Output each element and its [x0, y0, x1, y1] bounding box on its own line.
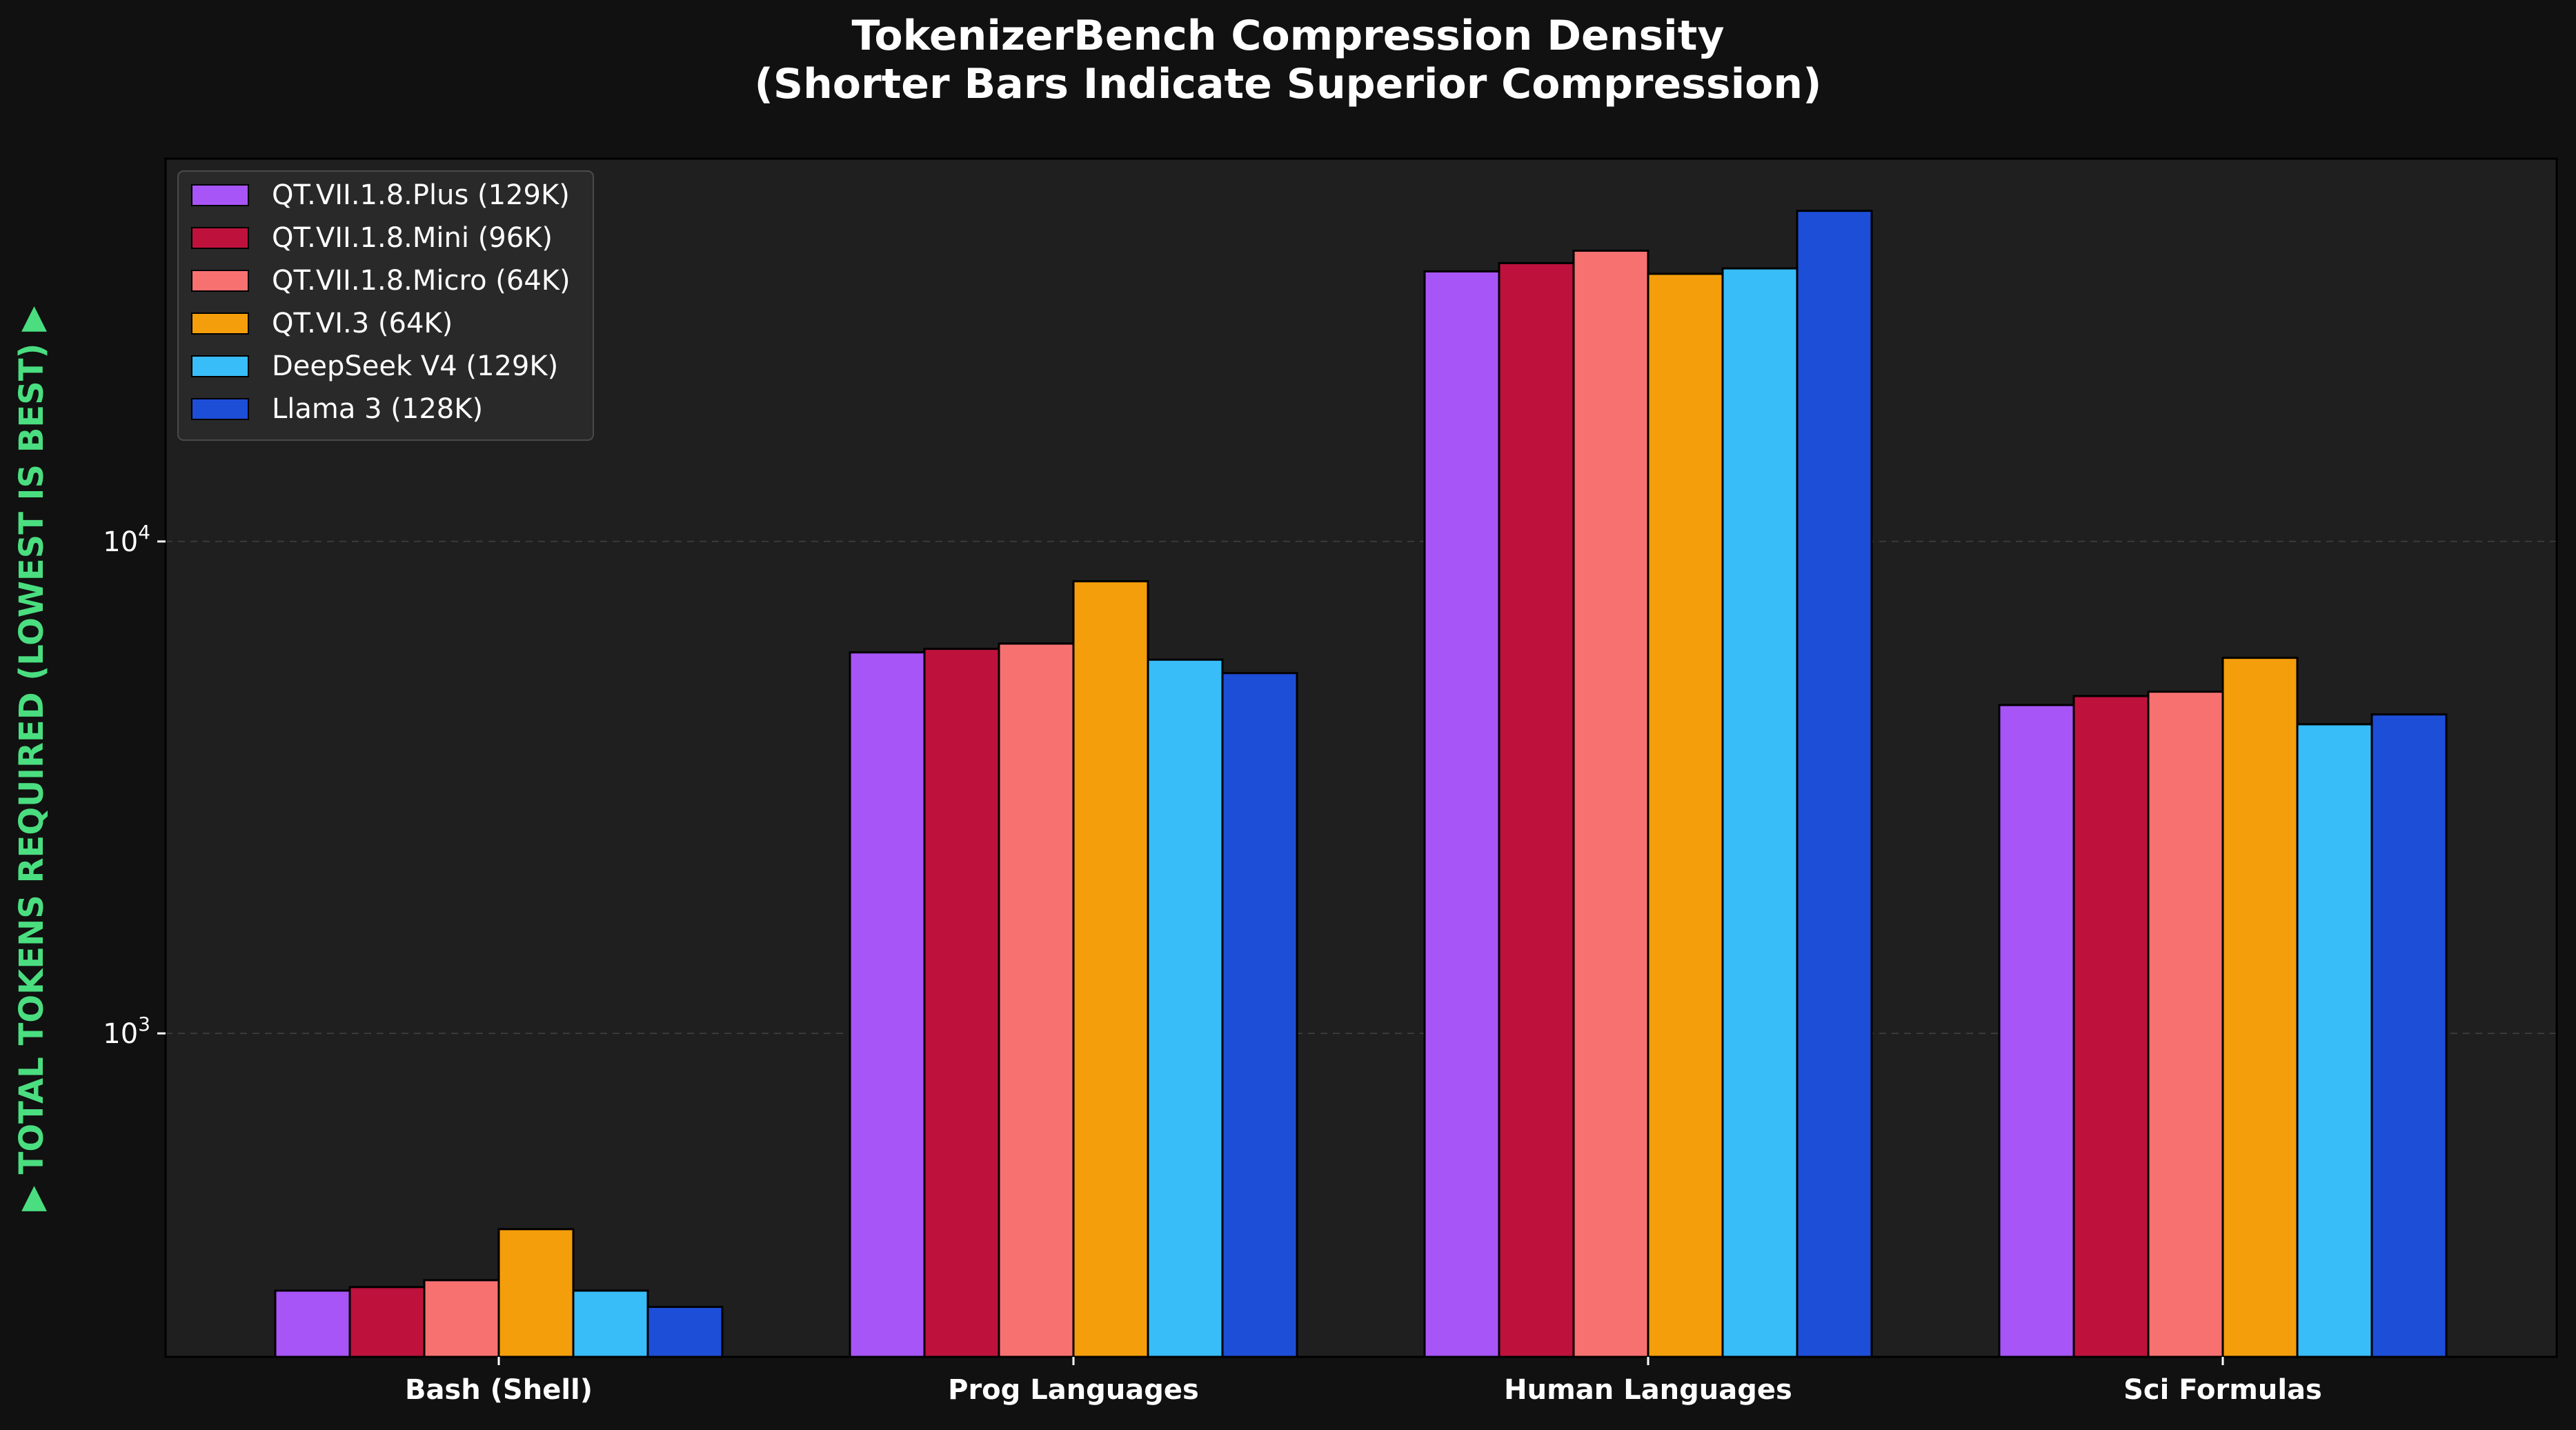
- bar: [348, 1286, 426, 1358]
- legend-label: QT.VI.3 (64K): [272, 308, 453, 339]
- legend-swatch: [191, 355, 249, 377]
- legend: QT.VII.1.8.Plus (129K) QT.VII.1.8.Mini (9…: [177, 170, 594, 441]
- y-tick-exponent: 3: [138, 1013, 150, 1035]
- legend-label: QT.VII.1.8.Mini (96K): [272, 222, 553, 254]
- legend-label: DeepSeek V4 (129K): [272, 350, 558, 382]
- bar: [1072, 580, 1149, 1358]
- bar: [1721, 267, 1799, 1358]
- bar: [923, 648, 1000, 1358]
- y-tick-exponent: 4: [138, 521, 150, 544]
- legend-box: [177, 170, 594, 441]
- bar: [2221, 657, 2299, 1358]
- bar: [1647, 272, 1724, 1358]
- legend-swatch: [191, 184, 249, 206]
- chart-title: TokenizerBench Compression Density: [851, 12, 1724, 60]
- bar: [1998, 704, 2075, 1358]
- y-tick-base: 10: [103, 1018, 138, 1050]
- bar: [274, 1289, 351, 1358]
- x-tick-label: Human Languages: [1504, 1374, 1792, 1406]
- bar: [572, 1289, 649, 1358]
- legend-swatch: [191, 227, 249, 249]
- x-tick-label: Bash (Shell): [405, 1374, 593, 1406]
- bar: [1423, 270, 1500, 1358]
- chart-subtitle: (Shorter Bars Indicate Superior Compress…: [754, 60, 1821, 108]
- bar: [2370, 713, 2448, 1358]
- y-tick-label: 103: [103, 1013, 150, 1050]
- bar: [1796, 210, 1873, 1358]
- bar: [646, 1306, 724, 1358]
- legend-label: QT.VII.1.8.Plus (129K): [272, 179, 570, 211]
- bar: [2072, 695, 2150, 1358]
- x-axis: Bash (Shell) Prog Languages Human Language…: [405, 1357, 2322, 1406]
- bar: [1498, 261, 1575, 1358]
- legend-swatch: [191, 270, 249, 292]
- x-tick-label: Prog Languages: [948, 1374, 1199, 1406]
- legend-label: QT.VII.1.8.Micro (64K): [272, 265, 571, 297]
- y-tick-label: 104: [103, 521, 150, 558]
- bar: [2147, 691, 2224, 1358]
- bar: [998, 642, 1075, 1358]
- bar: [849, 651, 926, 1358]
- x-tick-label: Sci Formulas: [2123, 1374, 2322, 1406]
- legend-swatch: [191, 398, 249, 420]
- bar: [1221, 672, 1298, 1358]
- plot-frame: [164, 157, 2558, 1358]
- y-axis-label: ▶ TOTAL TOKENS REQUIRED (LOWEST IS BEST)…: [12, 306, 51, 1211]
- bar: [497, 1228, 575, 1358]
- bar: [2296, 723, 2373, 1358]
- bar: [1572, 249, 1649, 1358]
- bars-layer: [274, 210, 2448, 1358]
- y-tick-base: 10: [103, 526, 138, 558]
- legend-label: Llama 3 (128K): [272, 393, 483, 425]
- legend-swatch: [191, 312, 249, 335]
- bar: [423, 1279, 500, 1358]
- bar: [1147, 658, 1224, 1358]
